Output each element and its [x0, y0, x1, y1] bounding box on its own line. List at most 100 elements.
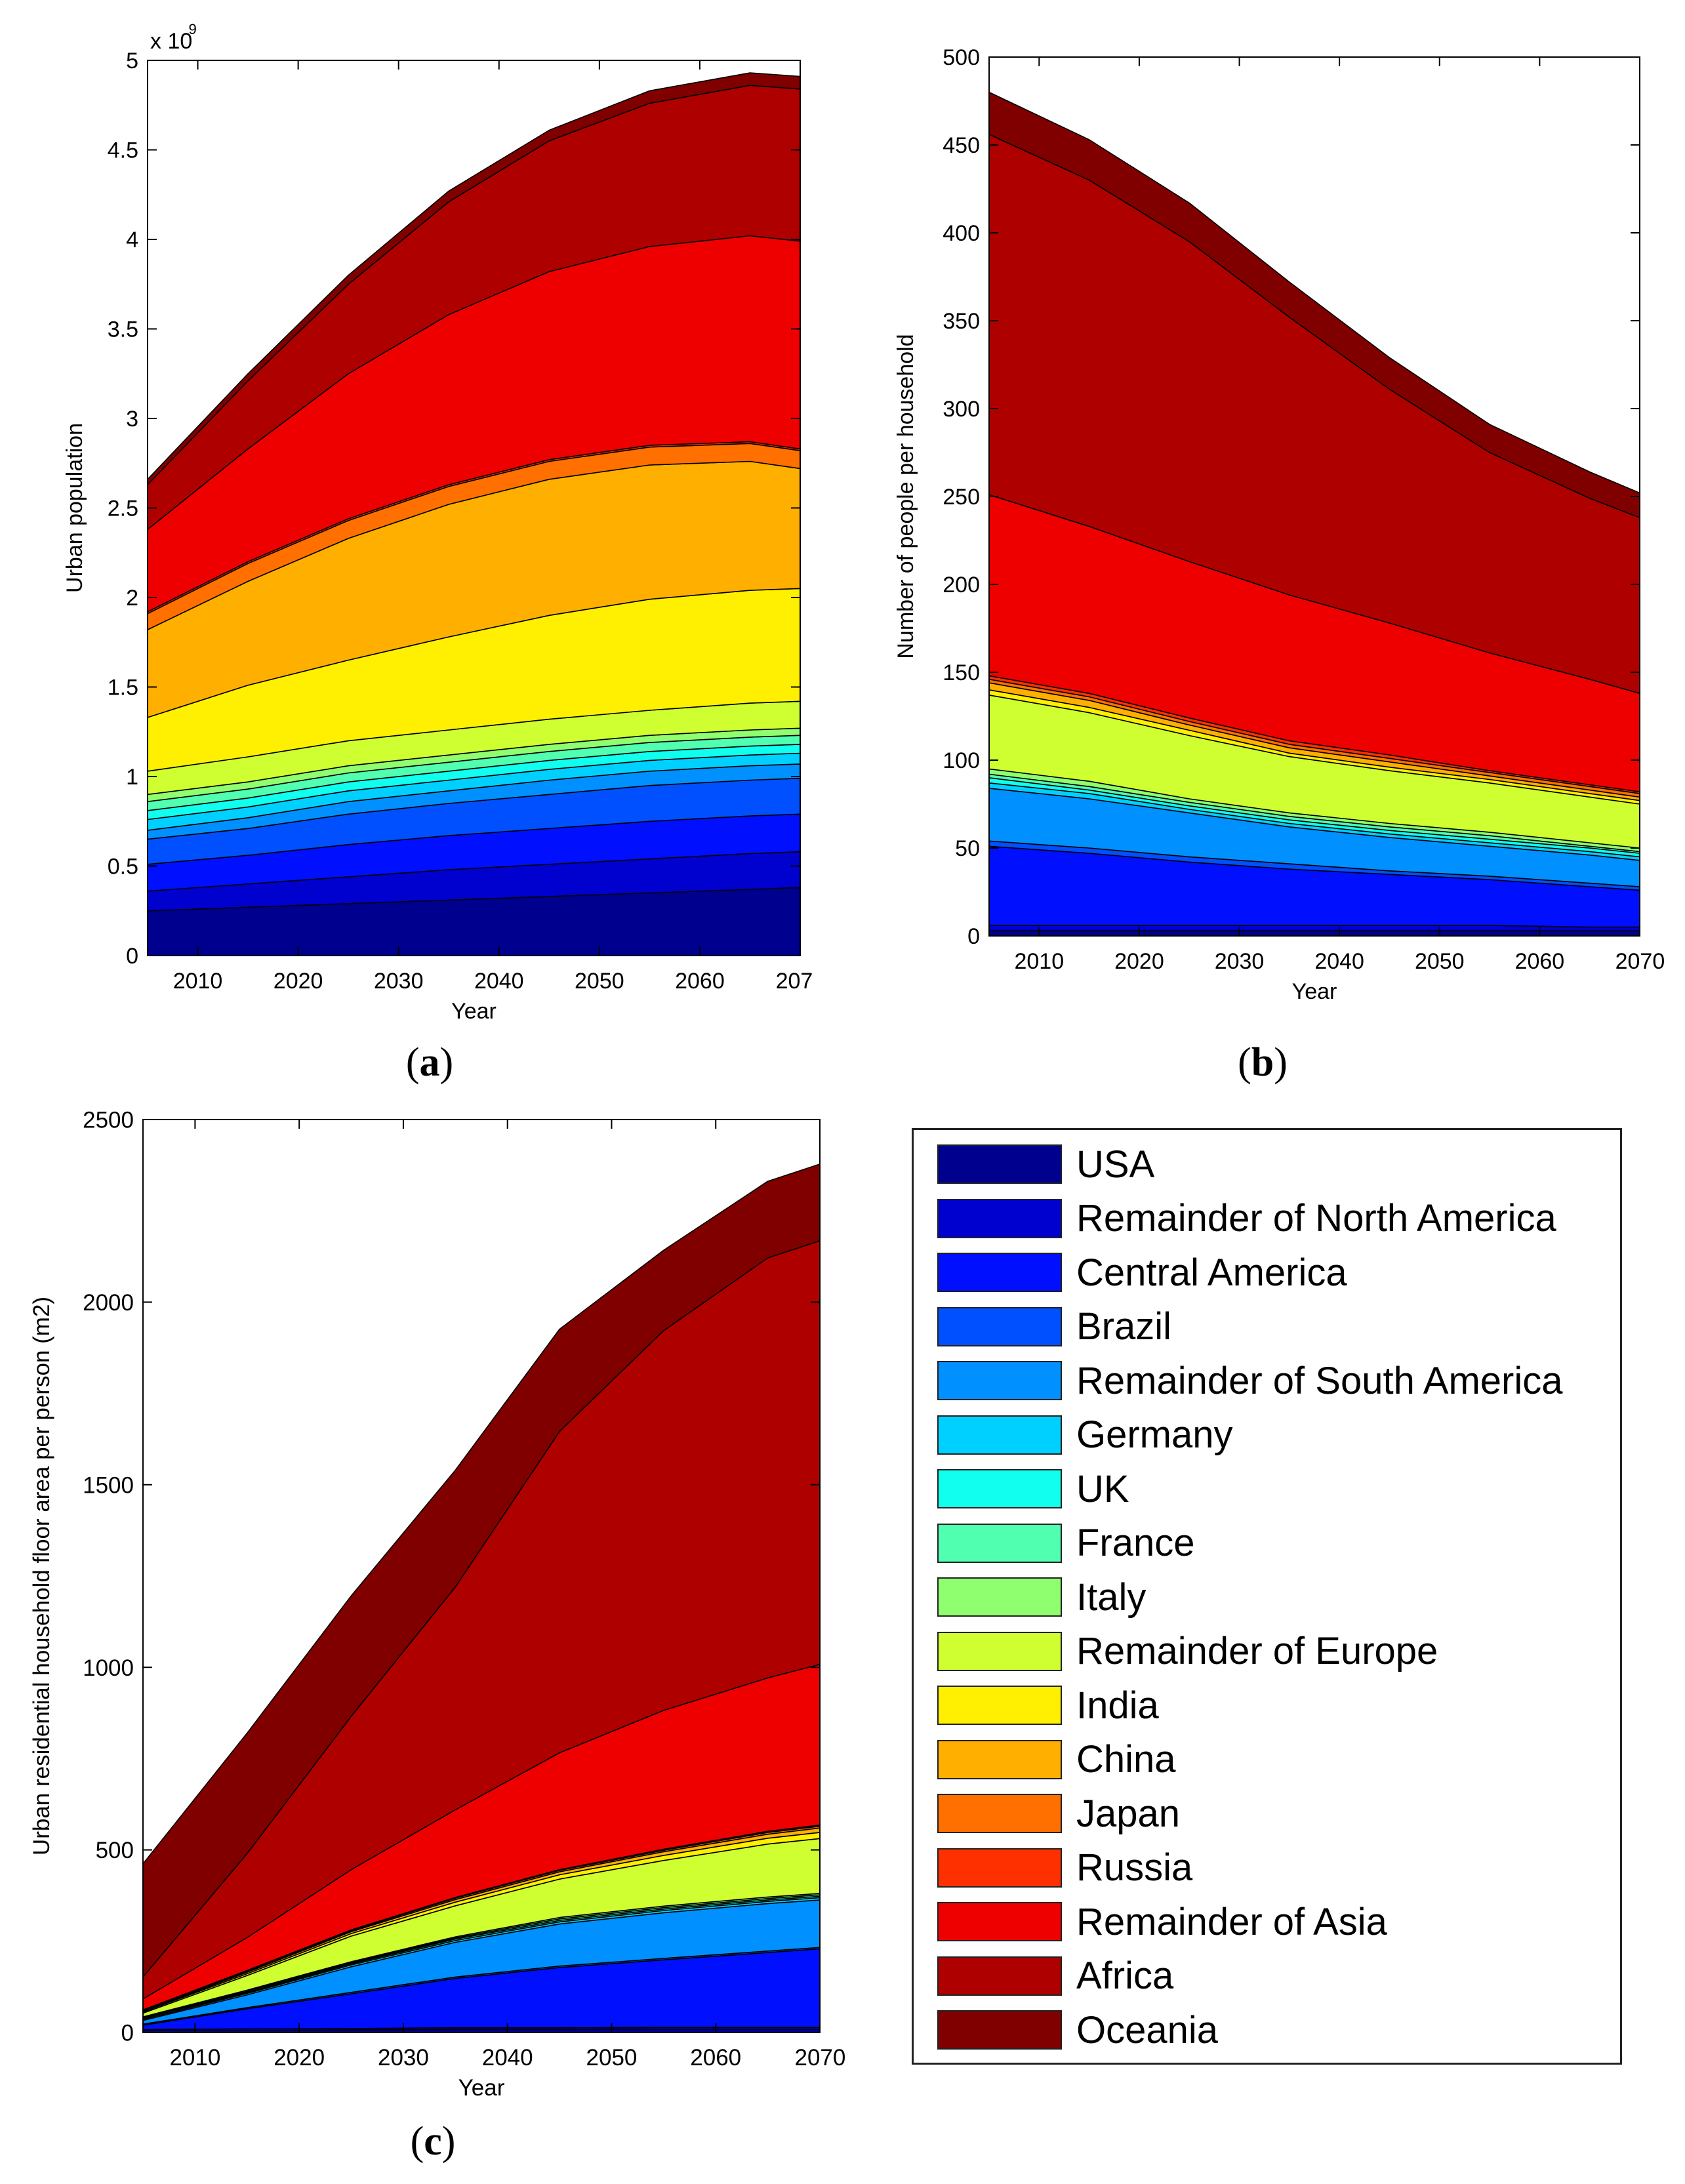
y-tick-label-b: 350	[943, 309, 980, 334]
y-tick-label-a: 2.5	[108, 496, 138, 521]
legend-item: Remainder of Asia	[937, 1901, 1387, 1943]
x-tick-label-b: 2010	[1014, 949, 1064, 974]
x-tick-label-c: 2040	[482, 2045, 533, 2071]
legend-label: Oceania	[1076, 2008, 1219, 2052]
legend-swatch	[937, 1631, 1062, 1671]
legend-label: Remainder of Europe	[1076, 1630, 1438, 1672]
legend-swatch	[937, 1848, 1062, 1888]
x-tick-label-c: 2060	[690, 2045, 741, 2071]
area-b-usa	[988, 930, 1640, 937]
legend-swatch	[937, 1577, 1062, 1617]
legend-label: Remainder of Asia	[1076, 1900, 1387, 1943]
chart-c: 0 500 1000 1500 2000 2500 2010 2020 2030 2040 2050…	[29, 1108, 845, 2101]
y-tick-label-b: 50	[955, 836, 980, 861]
y-axis-exponent-a: x 10	[150, 29, 192, 54]
chart-a: 0 0.5 1 1.5 2 2.5 3 3.5 4 4.5 5 2010 2020 2030 2040 205…	[62, 21, 813, 1024]
x-tick-label-a: 2040	[474, 969, 524, 994]
x-tick-label-b: 2060	[1515, 949, 1565, 974]
legend-item: Africa	[937, 1954, 1174, 1997]
legend-swatch	[937, 1306, 1062, 1346]
x-tick-label-c: 2030	[378, 2045, 429, 2071]
y-tick-label-a: 5	[126, 49, 138, 73]
plot-frame-c	[142, 1119, 821, 2033]
legend-swatch	[937, 1794, 1062, 1833]
legend-label: UK	[1076, 1467, 1129, 1510]
y-tick-label-a: 0	[126, 944, 138, 969]
legend-item: China	[937, 1738, 1176, 1781]
y-tick-label-c: 1000	[83, 1655, 134, 1681]
y-tick-label-a: 2	[126, 586, 138, 611]
x-tick-label-b: 2030	[1215, 949, 1265, 974]
legend-item: Russia	[937, 1846, 1192, 1889]
legend-label: Brazil	[1076, 1305, 1172, 1348]
legend-item: UK	[937, 1468, 1129, 1510]
legend-item: Oceania	[937, 2008, 1219, 2052]
x-tick-label-c: 2070	[795, 2045, 846, 2071]
legend-label: Central America	[1076, 1251, 1347, 1294]
y-tick-label-b: 250	[943, 485, 980, 510]
y-tick-label-b: 100	[943, 748, 980, 773]
legend-item: Italy	[937, 1576, 1146, 1619]
legend-item: Remainder of North America	[937, 1197, 1556, 1240]
y-axis-label-a: Urban population	[62, 423, 87, 593]
legend-swatch	[937, 1523, 1062, 1563]
legend-item: USA	[937, 1143, 1155, 1186]
y-axis-label-c: Urban residential household floor area p…	[29, 1297, 54, 1855]
y-tick-label-c: 0	[121, 2021, 134, 2046]
legend-swatch	[937, 1361, 1062, 1400]
legend-item: Germany	[937, 1413, 1233, 1456]
y-tick-label-a: 1	[126, 765, 138, 790]
chart-b: 0 50 100 150 200 250 300 350 400 450 500 2010 2020 20…	[893, 45, 1665, 1004]
y-tick-label-b: 450	[943, 133, 980, 158]
y-tick-label-c: 1500	[83, 1472, 134, 1498]
legend-swatch	[937, 1739, 1062, 1779]
caption-b: (b)	[1238, 1040, 1288, 1085]
x-tick-label-a: 2010	[173, 969, 223, 994]
y-tick-label-a: 1.5	[108, 676, 138, 700]
x-tick-label-b: 2070	[1615, 949, 1665, 974]
legend-item: Central America	[937, 1251, 1347, 1294]
y-tick-label-b: 400	[943, 221, 980, 246]
legend-swatch	[937, 1198, 1062, 1238]
y-tick-label-c: 2500	[83, 1108, 134, 1133]
x-tick-label-a: 2050	[575, 969, 624, 994]
y-tick-label-a: 3.5	[108, 317, 138, 342]
caption-b-label: b	[1251, 1040, 1274, 1085]
legend-label: USA	[1076, 1143, 1155, 1186]
y-axis-label-b: Number of people per household	[893, 334, 918, 658]
caption-c: (c)	[410, 2119, 456, 2164]
x-tick-label-c: 2020	[274, 2045, 325, 2071]
x-axis-label-c: Year	[458, 2075, 505, 2101]
legend-item: Remainder of South America	[937, 1360, 1562, 1402]
x-tick-label-b: 2020	[1114, 949, 1164, 974]
legend-item: France	[937, 1522, 1195, 1564]
y-axis-exponent-power-a: 9	[188, 21, 196, 37]
x-tick-label-c: 2010	[169, 2045, 220, 2071]
x-axis-label-a: Year	[451, 999, 497, 1024]
y-tick-label-a: 3	[126, 407, 138, 432]
legend-label: Japan	[1076, 1792, 1181, 1835]
legend-swatch	[937, 1469, 1062, 1508]
legend-swatch	[937, 1902, 1062, 1941]
legend-swatch	[937, 1686, 1062, 1725]
x-tick-label-a: 2030	[374, 969, 424, 994]
y-tick-label-c: 500	[96, 1838, 134, 1863]
x-tick-label-b: 2050	[1415, 949, 1465, 974]
y-tick-label-a: 4.5	[108, 138, 138, 163]
legend-label: Africa	[1076, 1954, 1174, 1997]
legend-label: Remainder of North America	[1076, 1197, 1556, 1240]
y-tick-label-b: 150	[943, 660, 980, 685]
legend-swatch	[937, 1253, 1062, 1292]
y-tick-label-b: 500	[943, 45, 980, 70]
x-tick-label-c: 2050	[586, 2045, 638, 2071]
legend-label: India	[1076, 1684, 1159, 1727]
legend-item: Brazil	[937, 1305, 1172, 1348]
legend-label: Germany	[1076, 1413, 1233, 1456]
caption-c-label: c	[424, 2119, 442, 2164]
caption-a-label: a	[419, 1040, 440, 1085]
y-tick-label-a: 0.5	[108, 855, 138, 880]
legend-swatch	[937, 2010, 1062, 2050]
x-tick-label-a: 207	[776, 969, 813, 994]
x-tick-label-a: 2060	[675, 969, 725, 994]
